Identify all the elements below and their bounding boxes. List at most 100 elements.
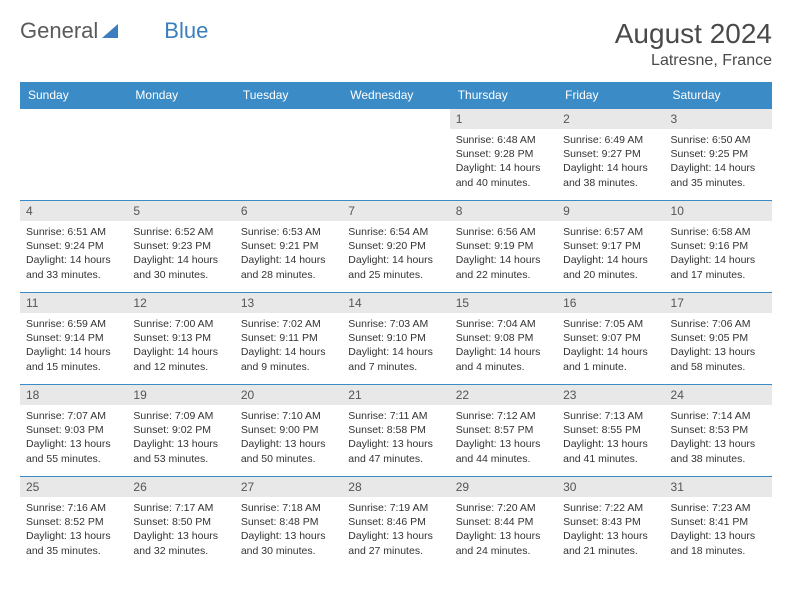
day-cell: 14Sunrise: 7:03 AMSunset: 9:10 PMDayligh…: [342, 293, 449, 385]
day-cell: 10Sunrise: 6:58 AMSunset: 9:16 PMDayligh…: [665, 201, 772, 293]
day-data: Sunrise: 7:05 AMSunset: 9:07 PMDaylight:…: [557, 313, 664, 378]
day-data: Sunrise: 7:13 AMSunset: 8:55 PMDaylight:…: [557, 405, 664, 470]
day-data: Sunrise: 7:07 AMSunset: 9:03 PMDaylight:…: [20, 405, 127, 470]
day-number: 24: [665, 385, 772, 405]
dow-cell: Tuesday: [235, 82, 342, 109]
day-number: 9: [557, 201, 664, 221]
day-data: Sunrise: 7:06 AMSunset: 9:05 PMDaylight:…: [665, 313, 772, 378]
day-cell: 3Sunrise: 6:50 AMSunset: 9:25 PMDaylight…: [665, 109, 772, 201]
dow-cell: Saturday: [665, 82, 772, 109]
day-cell: 27Sunrise: 7:18 AMSunset: 8:48 PMDayligh…: [235, 477, 342, 569]
week-row: 25Sunrise: 7:16 AMSunset: 8:52 PMDayligh…: [20, 477, 772, 569]
day-cell: 23Sunrise: 7:13 AMSunset: 8:55 PMDayligh…: [557, 385, 664, 477]
dow-row: SundayMondayTuesdayWednesdayThursdayFrid…: [20, 82, 772, 109]
day-cell: 15Sunrise: 7:04 AMSunset: 9:08 PMDayligh…: [450, 293, 557, 385]
logo-sail-icon: [100, 22, 120, 40]
day-cell: 17Sunrise: 7:06 AMSunset: 9:05 PMDayligh…: [665, 293, 772, 385]
day-cell: [127, 109, 234, 201]
day-data: Sunrise: 6:48 AMSunset: 9:28 PMDaylight:…: [450, 129, 557, 194]
day-cell: 16Sunrise: 7:05 AMSunset: 9:07 PMDayligh…: [557, 293, 664, 385]
day-number: 5: [127, 201, 234, 221]
day-data: Sunrise: 6:52 AMSunset: 9:23 PMDaylight:…: [127, 221, 234, 286]
day-data: Sunrise: 6:59 AMSunset: 9:14 PMDaylight:…: [20, 313, 127, 378]
day-number: 20: [235, 385, 342, 405]
week-row: 18Sunrise: 7:07 AMSunset: 9:03 PMDayligh…: [20, 385, 772, 477]
day-data: Sunrise: 7:19 AMSunset: 8:46 PMDaylight:…: [342, 497, 449, 562]
day-number: 4: [20, 201, 127, 221]
day-cell: [342, 109, 449, 201]
day-cell: 1Sunrise: 6:48 AMSunset: 9:28 PMDaylight…: [450, 109, 557, 201]
day-number: 12: [127, 293, 234, 313]
day-number: 10: [665, 201, 772, 221]
day-number: 3: [665, 109, 772, 129]
day-data: Sunrise: 6:54 AMSunset: 9:20 PMDaylight:…: [342, 221, 449, 286]
day-data: Sunrise: 7:10 AMSunset: 9:00 PMDaylight:…: [235, 405, 342, 470]
day-data: Sunrise: 7:04 AMSunset: 9:08 PMDaylight:…: [450, 313, 557, 378]
location: Latresne, France: [615, 52, 772, 70]
day-data: Sunrise: 7:00 AMSunset: 9:13 PMDaylight:…: [127, 313, 234, 378]
header: General Blue August 2024 Latresne, Franc…: [20, 18, 772, 70]
day-number: 26: [127, 477, 234, 497]
day-number: 14: [342, 293, 449, 313]
day-data: Sunrise: 7:18 AMSunset: 8:48 PMDaylight:…: [235, 497, 342, 562]
day-data: Sunrise: 7:20 AMSunset: 8:44 PMDaylight:…: [450, 497, 557, 562]
day-data: Sunrise: 6:49 AMSunset: 9:27 PMDaylight:…: [557, 129, 664, 194]
day-cell: 29Sunrise: 7:20 AMSunset: 8:44 PMDayligh…: [450, 477, 557, 569]
day-number: 8: [450, 201, 557, 221]
day-cell: 11Sunrise: 6:59 AMSunset: 9:14 PMDayligh…: [20, 293, 127, 385]
day-data: Sunrise: 7:16 AMSunset: 8:52 PMDaylight:…: [20, 497, 127, 562]
day-cell: [20, 109, 127, 201]
day-data: Sunrise: 6:56 AMSunset: 9:19 PMDaylight:…: [450, 221, 557, 286]
day-cell: 22Sunrise: 7:12 AMSunset: 8:57 PMDayligh…: [450, 385, 557, 477]
day-number: 6: [235, 201, 342, 221]
day-number: 22: [450, 385, 557, 405]
month-title: August 2024: [615, 18, 772, 50]
day-number: 31: [665, 477, 772, 497]
day-cell: 7Sunrise: 6:54 AMSunset: 9:20 PMDaylight…: [342, 201, 449, 293]
day-number: 11: [20, 293, 127, 313]
day-data: Sunrise: 6:58 AMSunset: 9:16 PMDaylight:…: [665, 221, 772, 286]
logo-text-1: General: [20, 18, 98, 44]
day-number: 29: [450, 477, 557, 497]
dow-cell: Monday: [127, 82, 234, 109]
day-number: 16: [557, 293, 664, 313]
day-number: 2: [557, 109, 664, 129]
day-cell: 13Sunrise: 7:02 AMSunset: 9:11 PMDayligh…: [235, 293, 342, 385]
day-cell: 6Sunrise: 6:53 AMSunset: 9:21 PMDaylight…: [235, 201, 342, 293]
dow-cell: Thursday: [450, 82, 557, 109]
day-data: Sunrise: 7:03 AMSunset: 9:10 PMDaylight:…: [342, 313, 449, 378]
dow-cell: Wednesday: [342, 82, 449, 109]
day-number: 21: [342, 385, 449, 405]
day-data: Sunrise: 7:23 AMSunset: 8:41 PMDaylight:…: [665, 497, 772, 562]
week-row: 11Sunrise: 6:59 AMSunset: 9:14 PMDayligh…: [20, 293, 772, 385]
day-cell: 20Sunrise: 7:10 AMSunset: 9:00 PMDayligh…: [235, 385, 342, 477]
day-number: 23: [557, 385, 664, 405]
day-data: Sunrise: 6:50 AMSunset: 9:25 PMDaylight:…: [665, 129, 772, 194]
day-number: 1: [450, 109, 557, 129]
logo-text-2: Blue: [164, 18, 208, 44]
day-number: 17: [665, 293, 772, 313]
day-cell: 28Sunrise: 7:19 AMSunset: 8:46 PMDayligh…: [342, 477, 449, 569]
day-cell: 31Sunrise: 7:23 AMSunset: 8:41 PMDayligh…: [665, 477, 772, 569]
dow-cell: Friday: [557, 82, 664, 109]
day-cell: 2Sunrise: 6:49 AMSunset: 9:27 PMDaylight…: [557, 109, 664, 201]
day-data: Sunrise: 6:57 AMSunset: 9:17 PMDaylight:…: [557, 221, 664, 286]
day-data: Sunrise: 6:51 AMSunset: 9:24 PMDaylight:…: [20, 221, 127, 286]
day-cell: 5Sunrise: 6:52 AMSunset: 9:23 PMDaylight…: [127, 201, 234, 293]
day-cell: 24Sunrise: 7:14 AMSunset: 8:53 PMDayligh…: [665, 385, 772, 477]
day-number: 13: [235, 293, 342, 313]
calendar-table: SundayMondayTuesdayWednesdayThursdayFrid…: [20, 82, 772, 569]
day-data: Sunrise: 7:11 AMSunset: 8:58 PMDaylight:…: [342, 405, 449, 470]
day-cell: 21Sunrise: 7:11 AMSunset: 8:58 PMDayligh…: [342, 385, 449, 477]
day-cell: 8Sunrise: 6:56 AMSunset: 9:19 PMDaylight…: [450, 201, 557, 293]
day-number: 27: [235, 477, 342, 497]
day-number: 28: [342, 477, 449, 497]
logo: General Blue: [20, 18, 208, 44]
day-data: Sunrise: 7:02 AMSunset: 9:11 PMDaylight:…: [235, 313, 342, 378]
day-data: Sunrise: 7:17 AMSunset: 8:50 PMDaylight:…: [127, 497, 234, 562]
day-cell: 9Sunrise: 6:57 AMSunset: 9:17 PMDaylight…: [557, 201, 664, 293]
day-cell: 12Sunrise: 7:00 AMSunset: 9:13 PMDayligh…: [127, 293, 234, 385]
day-cell: 30Sunrise: 7:22 AMSunset: 8:43 PMDayligh…: [557, 477, 664, 569]
day-data: Sunrise: 7:22 AMSunset: 8:43 PMDaylight:…: [557, 497, 664, 562]
day-number: 15: [450, 293, 557, 313]
